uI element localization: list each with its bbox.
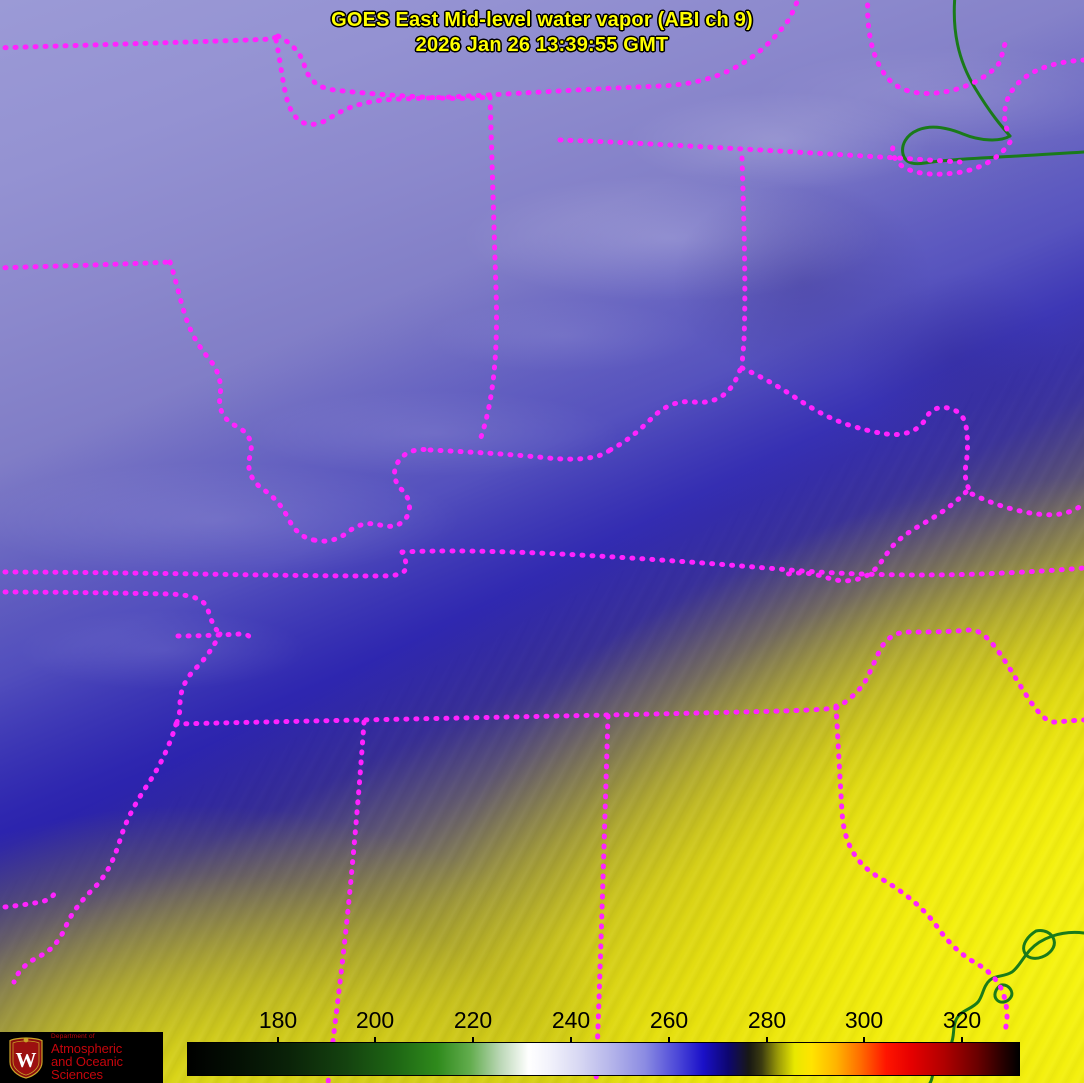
uw-crest-icon: W — [9, 1036, 43, 1079]
coastline-bay-island — [1022, 929, 1056, 960]
logo-text-block: Department of Atmospheric and Oceanic Sc… — [51, 1034, 163, 1081]
state-border-md-pa — [969, 491, 1084, 518]
colorbar-tick-labels: 180 200 220 240 260 280 300 320 — [0, 1005, 1084, 1037]
colorbar-tick-label: 300 — [844, 1007, 884, 1033]
state-border-north-2 — [273, 0, 801, 127]
state-border-pa-ny — [557, 137, 963, 165]
state-border-ky-tn-n — [0, 549, 409, 579]
state-border-ar-stub — [175, 631, 253, 643]
state-border-oh-ky-1 — [427, 447, 613, 462]
state-border-nc-sc — [833, 627, 1084, 725]
colorbar-tick-label: 280 — [747, 1007, 787, 1033]
coastline-lake-erie-south — [901, 125, 1084, 166]
colorbar-tick-label: 260 — [649, 1007, 689, 1033]
state-border-in-oh — [477, 94, 499, 443]
state-border-sc-ga — [833, 703, 1010, 1037]
state-border-mississippi — [167, 259, 317, 543]
state-border-va-wv — [785, 489, 969, 584]
colorbar-tick-label: 240 — [551, 1007, 591, 1033]
colorbar-tick-label: 200 — [355, 1007, 395, 1033]
state-border-mo-ar-1 — [0, 589, 223, 637]
logo-department-line: Department of — [51, 1033, 95, 1041]
coastline-bay-inlet — [993, 983, 1014, 1004]
uw-aos-logo: W Department of Atmospheric and Oceanic … — [0, 1032, 163, 1083]
logo-name-line-1: Atmospheric — [51, 1040, 123, 1056]
state-border-il-ky — [311, 447, 433, 544]
logo-name-line-2: and Oceanic Sciences — [51, 1053, 123, 1082]
svg-text:W: W — [16, 1048, 37, 1072]
state-border-ms-al — [325, 719, 367, 1083]
state-border-ms-river-2 — [11, 721, 179, 985]
state-border-ar-la — [0, 887, 59, 911]
state-border-oh-ky-2 — [607, 361, 745, 453]
colorbar-tick-label: 220 — [453, 1007, 493, 1033]
colorbar-tick-label: 320 — [942, 1007, 982, 1033]
colorbar-tick-label: 180 — [258, 1007, 298, 1033]
state-border-pa-oh — [739, 155, 748, 371]
colorbar-group: 180 200 220 240 260 280 300 320 — [0, 1005, 1084, 1083]
state-border-mi-in — [275, 33, 493, 101]
state-border-al-ga — [593, 713, 611, 1083]
colorbar-gradient — [187, 1042, 1020, 1076]
state-border-north-3 — [865, 0, 1009, 96]
state-border-wv-1 — [739, 365, 975, 497]
state-border-ne-1 — [1002, 57, 1084, 135]
state-border-ms-river-1 — [173, 631, 223, 727]
state-border-va-nc-n — [399, 548, 1084, 578]
state-border-ontario-lake — [890, 137, 1013, 177]
state-border-ia-mn — [0, 259, 173, 271]
state-border-tn-ms-al-ga — [173, 705, 839, 727]
state-border-north-1 — [0, 33, 281, 51]
coastline-lake-erie-north — [952, 0, 1012, 138]
